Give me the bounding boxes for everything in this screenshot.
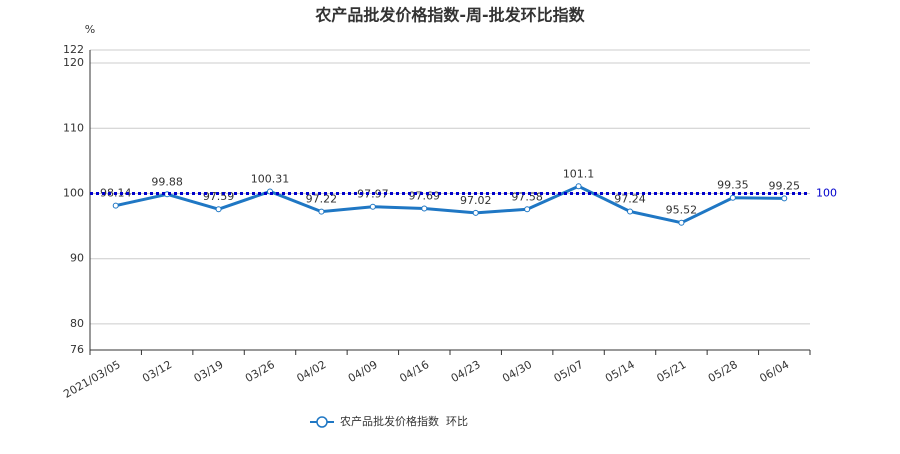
data-label: 99.25 <box>769 179 801 192</box>
x-tick-label: 03/12 <box>140 358 174 385</box>
data-label: 97.69 <box>409 190 441 203</box>
point <box>421 205 428 212</box>
data-label: 101.1 <box>563 167 595 180</box>
legend-marker <box>316 416 328 428</box>
point <box>318 208 325 215</box>
point <box>678 219 685 226</box>
y-tick-label: 120 <box>63 56 84 69</box>
point <box>215 206 222 213</box>
data-label: 97.24 <box>614 192 646 205</box>
x-tick-label: 05/21 <box>654 358 688 385</box>
x-tick-label: 03/19 <box>192 358 226 385</box>
x-tick-label: 05/07 <box>552 358 586 385</box>
y-tick-label: 76 <box>70 343 84 356</box>
data-label: 97.02 <box>460 194 492 207</box>
x-tick-label: 05/14 <box>603 358 637 385</box>
point <box>112 202 119 209</box>
data-label: 95.52 <box>666 204 698 217</box>
x-tick-label: 04/02 <box>294 358 328 385</box>
y-tick-label: 110 <box>63 121 84 134</box>
data-label: 99.88 <box>151 175 183 188</box>
data-label: 99.35 <box>717 179 749 192</box>
point <box>729 194 736 201</box>
x-tick-label: 03/26 <box>243 358 277 385</box>
x-tick-label: 2021/03/05 <box>61 358 122 401</box>
legend-label: 农产品批发价格指数 环比 <box>340 414 468 428</box>
point <box>627 208 633 215</box>
data-label: 100.31 <box>251 172 290 185</box>
point <box>472 209 479 216</box>
y-tick-label: 80 <box>70 317 84 330</box>
y-unit: % <box>85 23 95 36</box>
x-tick-label: 04/09 <box>346 358 380 385</box>
chart-title: 农产品批发价格指数-周-批发环比指数 <box>314 6 585 25</box>
line <box>115 184 785 225</box>
x-tick-label: 05/28 <box>706 358 740 385</box>
point <box>781 195 788 202</box>
point <box>524 206 531 213</box>
x-tick-label: 04/30 <box>500 358 534 385</box>
point <box>575 183 582 190</box>
x-tick-label: 04/16 <box>397 358 431 385</box>
y-tick-label: 90 <box>70 252 84 265</box>
y-tick-label: 122 <box>63 43 84 56</box>
data-label: 97.22 <box>306 193 338 206</box>
point <box>369 203 376 210</box>
y-tick-label: 100 <box>63 186 84 199</box>
reference-label: 100 <box>816 186 837 199</box>
x-tick-label: 04/23 <box>449 358 483 385</box>
x-tick-label: 06/04 <box>757 358 791 385</box>
